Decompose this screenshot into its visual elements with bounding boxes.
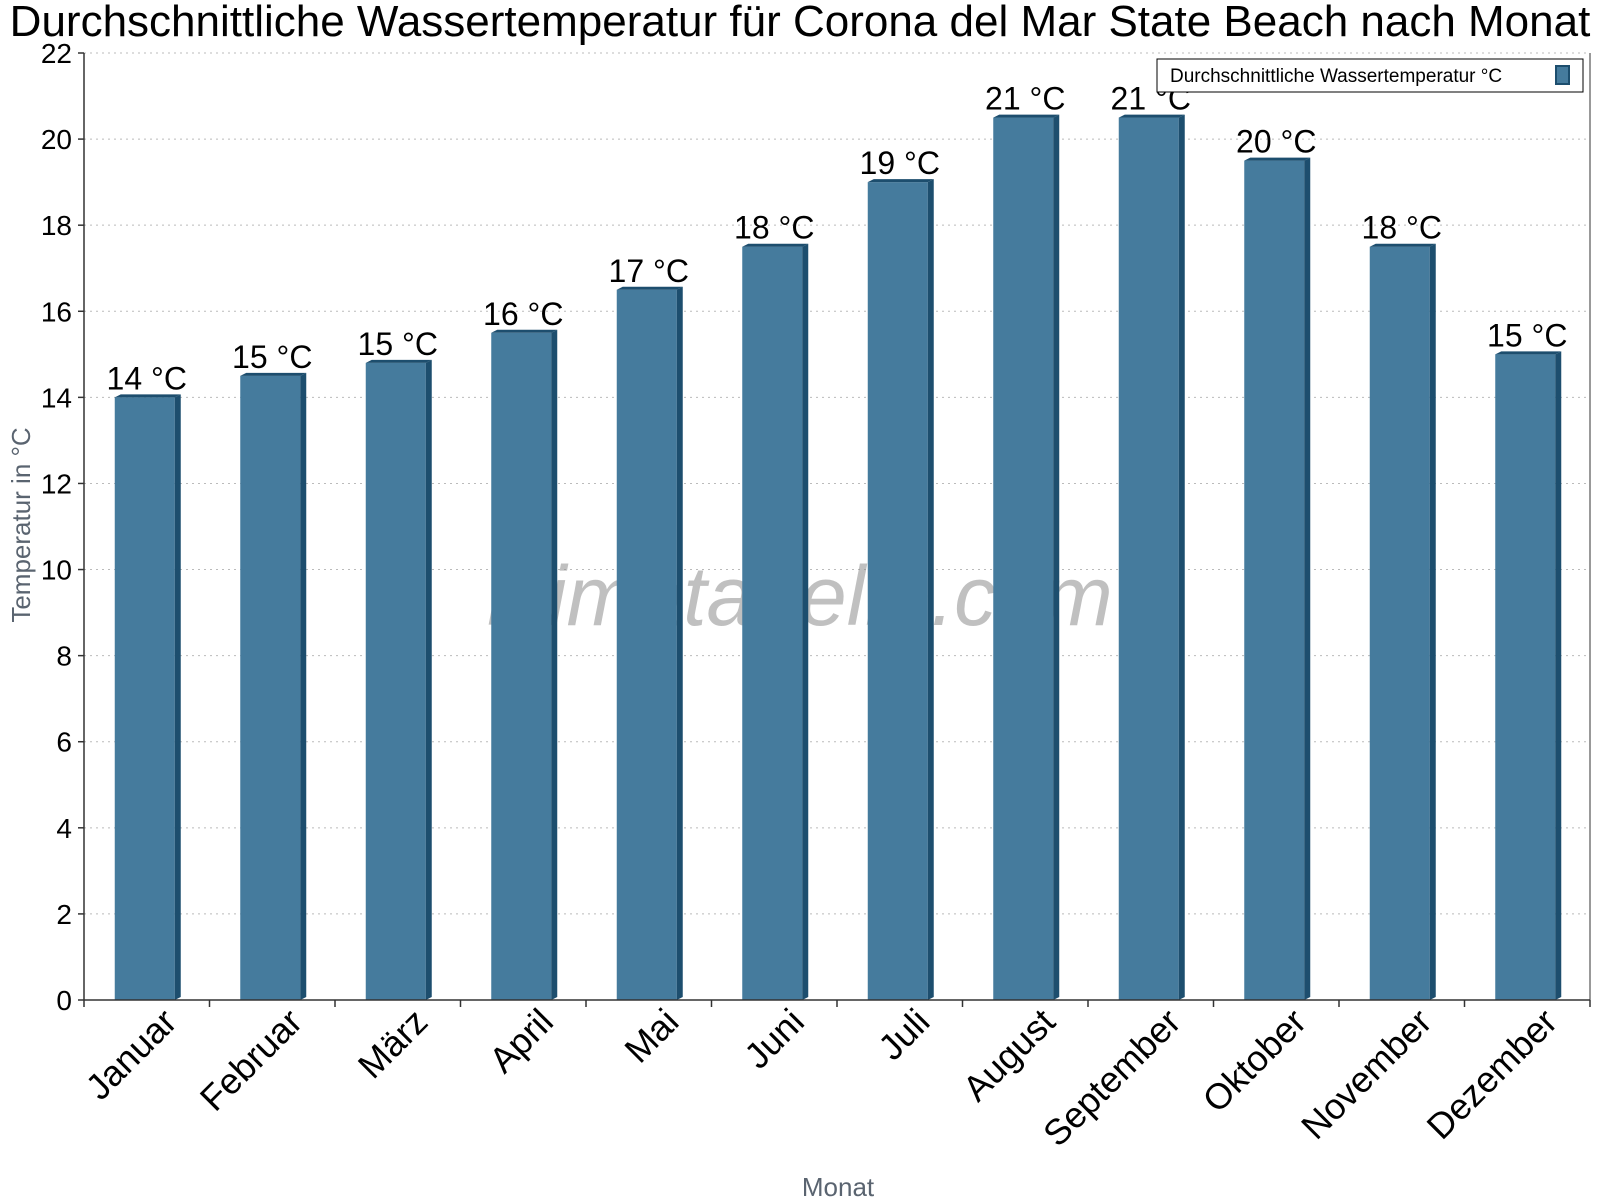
bar-group — [1244, 157, 1311, 1000]
data-labels: 14 °C 15 °C 15 °C 16 °C 17 °C 18 °C 19 °C 21 °C… — [107, 81, 1568, 397]
data-label: 19 °C — [860, 145, 940, 181]
data-label: 20 °C — [1236, 124, 1316, 160]
bar — [491, 332, 552, 1001]
data-label: 15 °C — [1487, 317, 1567, 353]
grid-lines — [84, 52, 1590, 915]
y-axis-title: Temperatur in °C — [6, 427, 36, 622]
bar — [1369, 246, 1430, 1001]
legend: Durchschnittliche Wassertemperatur °C — [1156, 58, 1584, 93]
y-tick-label: 0 — [56, 985, 72, 1016]
legend-label: Durchschnittliche Wassertemperatur °C — [1170, 66, 1502, 87]
bars — [114, 114, 1562, 1001]
legend-box — [1156, 58, 1584, 93]
y-tick-label: 8 — [56, 641, 72, 672]
bar-top — [365, 359, 432, 363]
data-label: 16 °C — [483, 296, 563, 332]
bar — [742, 246, 803, 1001]
y-tick-label: 2 — [56, 899, 72, 930]
x-tick-label: September — [1035, 1001, 1189, 1155]
x-tick-label: Mai — [616, 1001, 686, 1071]
axes — [83, 53, 1591, 1001]
bar-side — [300, 372, 307, 1000]
x-tick-label: Dezember — [1418, 1001, 1564, 1147]
legend-swatch — [1555, 65, 1570, 85]
y-tick-label: 18 — [41, 210, 72, 241]
bar-group — [114, 394, 181, 1000]
x-tick-label: Oktober — [1194, 1001, 1314, 1121]
bar — [616, 289, 677, 1000]
y-tick-label: 14 — [41, 382, 72, 413]
bar-top — [742, 243, 809, 247]
bar-group — [1369, 243, 1436, 1001]
bar-side — [1304, 157, 1311, 1000]
y-tick-label: 6 — [56, 727, 72, 758]
bar-side — [676, 286, 683, 1000]
bar-group — [240, 372, 307, 1000]
bar-top — [1369, 243, 1436, 247]
data-label: 15 °C — [232, 339, 312, 375]
bar — [240, 375, 301, 1000]
bar-top — [1244, 157, 1311, 161]
y-tick-label: 12 — [41, 468, 72, 499]
bar-side — [1555, 351, 1562, 1000]
bar-group — [742, 243, 809, 1001]
bar-top — [491, 329, 558, 333]
bar — [993, 117, 1054, 1001]
bar-group — [365, 359, 432, 1001]
x-tick-label: November — [1293, 1001, 1439, 1147]
x-tick-label: April — [481, 1001, 561, 1081]
bar — [1118, 117, 1179, 1001]
data-label: 18 °C — [1362, 210, 1442, 246]
bar-side — [1178, 114, 1185, 1001]
data-label: 15 °C — [358, 326, 438, 362]
x-tick-label: Juli — [870, 1001, 937, 1068]
bar-group — [1495, 351, 1562, 1000]
bar-top — [867, 179, 934, 183]
bar-side — [927, 179, 934, 1001]
data-label: 18 °C — [734, 210, 814, 246]
bar-top — [1495, 351, 1562, 355]
x-tick-label: August — [955, 1001, 1063, 1109]
bar — [867, 182, 928, 1001]
bar-group — [993, 114, 1060, 1001]
x-tick-label: Januar — [78, 1001, 185, 1108]
data-label: 14 °C — [107, 360, 187, 396]
x-axis-title: Monat — [802, 1172, 875, 1200]
bar-side — [425, 359, 432, 1001]
chart-title: Durchschnittliche Wassertemperatur für C… — [10, 0, 1591, 46]
bar-group — [616, 286, 683, 1000]
bar — [365, 362, 426, 1001]
y-tick-label: 10 — [41, 555, 72, 586]
bar-side — [1429, 243, 1436, 1001]
x-tick-label: März — [350, 1001, 436, 1087]
bar-top — [1118, 114, 1185, 118]
bar-side — [802, 243, 809, 1001]
y-tick-label: 22 — [41, 38, 72, 69]
y-tick-label: 4 — [56, 813, 72, 844]
data-label: 17 °C — [609, 253, 689, 289]
bar-group — [1118, 114, 1185, 1001]
bar — [114, 397, 175, 1000]
bar-top — [993, 114, 1060, 118]
x-tick-label: Juni — [736, 1001, 812, 1077]
bar-top — [240, 372, 307, 376]
bar — [1244, 160, 1305, 1000]
y-tick-label: 20 — [41, 124, 72, 155]
y-tick-labels: 0 2 4 6 8 10 12 14 16 18 20 22 — [41, 38, 84, 1016]
bar-top — [114, 394, 181, 398]
x-tick-label: Februar — [192, 1001, 310, 1119]
bar-side — [551, 329, 558, 1001]
bar-side — [1053, 114, 1060, 1001]
x-tick-labels: Januar Februar März April Mai Juni Juli AugustS… — [78, 1000, 1591, 1155]
bar-group — [491, 329, 558, 1001]
y-tick-label: 16 — [41, 296, 72, 327]
bar-top — [616, 286, 683, 290]
data-label: 21 °C — [985, 81, 1065, 117]
bar-side — [174, 394, 181, 1000]
bar-group — [867, 179, 934, 1001]
bar — [1495, 354, 1556, 1000]
